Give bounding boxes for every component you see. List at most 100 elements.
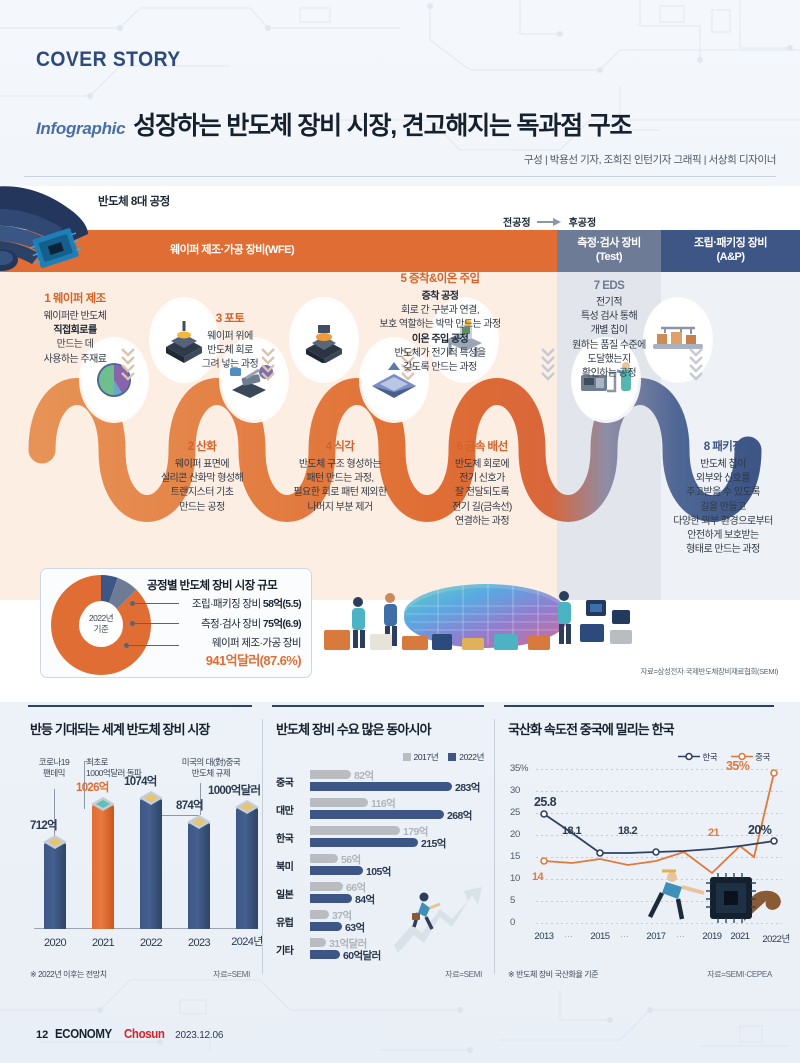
packaging-line-icon [653, 326, 703, 349]
donut-chart: 2022년 기준 [49, 573, 153, 677]
band-test: 측정·검사 장비 (Test) [557, 230, 661, 272]
gridline-15 [536, 857, 782, 858]
donut-chart-title: 공정별 반도체 장비 시장 규모 [147, 580, 278, 592]
ytick-5: 5 [510, 895, 515, 906]
legend-china: 중국 [731, 751, 770, 763]
growth-arrow-illustration [394, 887, 482, 953]
title-row: Infographic 성장하는 반도체 장비 시장, 견고해지는 독과점 구조 [36, 106, 776, 142]
band-ap-label: 조립·패키징 장비 (A&P) [694, 237, 768, 265]
xdots-2: ··· [620, 931, 629, 941]
hlabel-europe: 유럽 [276, 918, 294, 929]
cover-story-label: COVER STORY [36, 48, 181, 71]
hval-other-2017: 31억달러 [329, 938, 367, 950]
vertical-bar-chart: 코로나19 팬데믹 최초로 1000억달러 돌파 미국의 대(對)중국 반도체 … [28, 753, 263, 953]
process-step-3: 3 포토 웨이퍼 위에 반도체 회로 그려 넣는 과정 [172, 310, 288, 373]
photolithography-icon [230, 365, 273, 398]
footer-date: 2023.12.06 [175, 1030, 224, 1041]
donut-leader-2 [130, 621, 179, 626]
process-node-1 [82, 340, 146, 420]
step-7-body: 전기적 특성 검사 통해 개별 칩이 원하는 품질 수준에 도달했는지 확인하는… [572, 297, 646, 379]
panel1-source: 자료=SEMI [213, 970, 250, 979]
hlabel-taiwan: 대만 [276, 806, 294, 817]
value-2020: 712억 [30, 820, 58, 832]
process-node-6 [432, 300, 496, 380]
ytick-10: 10 [510, 873, 520, 884]
horizontal-bar-chart: 2017년 2022년 중국 82억 283억 대만 116억 268억 [276, 751, 486, 966]
hbar-korea-2022 [310, 838, 418, 847]
chip-icon-2022 [139, 791, 163, 805]
donut-center-year: 2022년 [88, 613, 114, 624]
step-5-body: 증착 공정 회로 간 구분과 연결, 보호 역할하는 박막 만드는 과정 이온 … [379, 291, 501, 373]
chevron-down-icon-1 [121, 348, 135, 381]
xtick-2021: 2021 [730, 931, 750, 942]
ytick-0: 0 [510, 917, 515, 928]
band-wfe-label: 웨이퍼 제조·가공 장비(WFE) [170, 244, 295, 257]
annotation-us-china: 미국의 대(對)중국 반도체 규제 [181, 757, 241, 779]
page-title: 성장하는 반도체 장비 시장, 견고해지는 독과점 구조 [133, 112, 632, 140]
point-label-china-2022: 35% [726, 759, 750, 773]
panel-divider-2 [494, 719, 495, 974]
panel-divider-1 [262, 719, 263, 974]
hbar-taiwan-2017 [310, 798, 368, 807]
hlabel-other: 기타 [276, 946, 294, 957]
donut-chart-panel: 공정별 반도체 장비 시장 규모 2022년 기준 조립·패키징 장비 58억(… [40, 568, 312, 678]
bar-2022 [140, 799, 162, 929]
donut-legend-test: 측정·검사 장비 75억(6.9) [201, 616, 302, 631]
hrow-europe: 유럽 37억 63억 [276, 909, 486, 935]
hrow-japan: 일본 66억 84억 [276, 881, 486, 907]
panel2-title: 반도체 장비 수요 많은 동아시아 [276, 722, 432, 737]
metal-wiring-station-icon [444, 319, 482, 357]
panel1-note: ※ 2022년 이후는 전망치 [30, 970, 107, 979]
donut-svg [51, 575, 151, 675]
hval-korea-2022: 215억 [421, 838, 446, 850]
chip-icons [586, 600, 630, 624]
value-2024: 1000억달러 [208, 785, 261, 797]
xtick-2022: 2022년 [762, 934, 790, 945]
ytick-25: 25 [510, 807, 520, 818]
value-2022: 1074억 [124, 776, 157, 788]
band-test-line1: 측정·검사 장비 [577, 237, 641, 250]
annotation-uschina-h [152, 815, 200, 816]
xtick-2017: 2017 [646, 931, 666, 942]
xlabel-2021: 2021 [91, 937, 115, 949]
panel3-source: 자료=SEMI·CEPEA [707, 970, 772, 979]
hbar-europe-2017 [310, 910, 329, 919]
value-2021: 1026억 [76, 782, 109, 794]
point-label-korea-2022: 20% [748, 823, 772, 837]
hrow-other: 기타 31억달러 60억달러 [276, 937, 486, 963]
annotation-100b-v1 [84, 761, 85, 773]
step-4-title: 4 식각 [325, 441, 355, 453]
footer-brand-economy: ECONOMY [55, 1027, 113, 1041]
band-wfe: 웨이퍼 제조·가공 장비(WFE) [0, 230, 557, 272]
hval-taiwan-2022: 268억 [447, 810, 472, 822]
hval-china-2022: 283억 [455, 782, 480, 794]
panel2-top-rule [272, 705, 484, 707]
xdots-4: ··· [732, 931, 741, 941]
panel1-title: 반등 기대되는 세계 반도체 장비 시장 [30, 722, 210, 737]
hlabel-korea: 한국 [276, 834, 294, 845]
hlabel-japan: 일본 [276, 890, 294, 901]
bar-2020 [44, 843, 66, 929]
worker-right [558, 591, 571, 644]
donut-legend-ap: 조립·패키징 장비 58억(5.5) [191, 596, 302, 611]
bar-2024 [236, 808, 258, 929]
donut-leader-1 [130, 601, 179, 606]
annotation-covid-line [54, 789, 55, 855]
process-node-7 [574, 340, 638, 420]
gridline-35 [536, 769, 782, 770]
point-label-china-2013: 14 [532, 871, 544, 883]
ytick-20: 20 [510, 829, 520, 840]
chevron-down-icon-4 [541, 348, 555, 381]
hval-namerica-2022: 105억 [366, 866, 391, 878]
legend-china-marker [731, 752, 754, 761]
value-2023: 874억 [176, 800, 204, 812]
hbar-taiwan-2022 [310, 810, 444, 819]
worker-pushing-icon [647, 869, 705, 920]
line-chart: 한국 중국 35% 30 25 20 [510, 751, 790, 969]
ytick-30: 30 [510, 785, 520, 796]
hval-japan-2017: 66억 [346, 882, 366, 894]
donut-legend-ap-label: 조립·패키징 장비 [191, 598, 261, 610]
process-step-1: 1 웨이퍼 제조 웨이퍼란 반도체 직접회로를 만드는 데 사용하는 주재료 [12, 290, 138, 367]
band-test-line2: (Test) [595, 251, 623, 263]
